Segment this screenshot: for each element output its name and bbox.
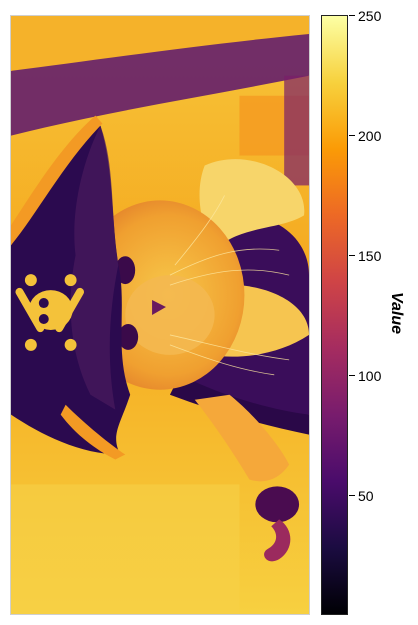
cat-pirate-image [11, 16, 309, 614]
heatmap-image [10, 15, 310, 615]
colorbar-tick-label: 100 [358, 367, 382, 384]
colorbar [321, 15, 348, 615]
colorbar-tick [349, 375, 355, 376]
colorbar-tick-label: 50 [358, 487, 374, 504]
colorbar-tick [349, 135, 355, 136]
colorbar-tick-label: 200 [358, 127, 382, 144]
colorbar-tick [349, 495, 355, 496]
colorbar-tick-label: 250 [358, 7, 382, 24]
colorbar-tick [349, 15, 355, 16]
colorbar-tick [349, 255, 355, 256]
colorbar-tick-label: 150 [358, 247, 382, 264]
colorbar-label: Value [388, 291, 405, 335]
